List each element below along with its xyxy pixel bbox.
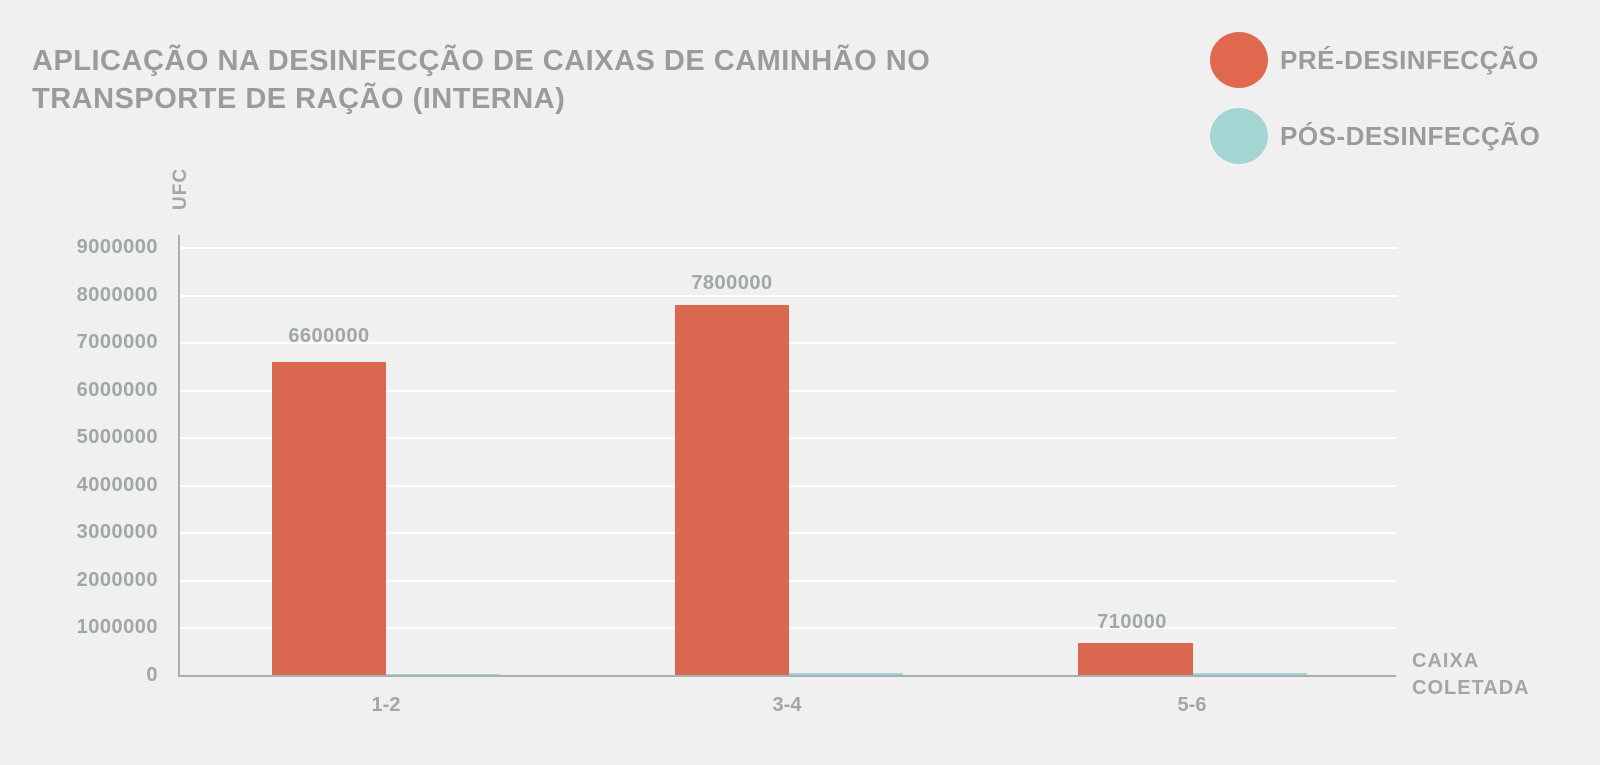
y-tick-label: 8000000 [76, 284, 158, 306]
chart-title: APLICAÇÃO NA DESINFECÇÃO DE CAIXAS DE CA… [32, 42, 1092, 118]
y-tick-label: 9000000 [76, 236, 158, 258]
bar-value-label: 6600000 [288, 325, 370, 347]
chart-title-line-2: TRANSPORTE DE RAÇÃO (INTERNA) [32, 83, 566, 115]
y-tick-label: 0 [146, 664, 158, 686]
y-axis-line [178, 235, 180, 676]
x-axis-line [178, 675, 1396, 677]
y-tick-label: 6000000 [76, 379, 158, 401]
x-tick-label: 1-2 [371, 694, 401, 716]
gridline [178, 295, 1396, 297]
bar-post-5-6 [1193, 673, 1307, 675]
chart-title-line-1: APLICAÇÃO NA DESINFECÇÃO DE CAIXAS DE CA… [32, 45, 931, 77]
x-tick-label: 5-6 [1177, 694, 1207, 716]
legend-swatch-post-icon [1210, 108, 1268, 164]
legend-swatch-pre-icon [1210, 32, 1268, 88]
y-tick-label: 7000000 [76, 331, 158, 353]
bar-pre-5-6 [1078, 643, 1193, 675]
bar-value-label: 7800000 [691, 272, 773, 294]
bar-pre-3-4 [675, 305, 789, 675]
y-tick-label: 4000000 [76, 474, 158, 496]
x-axis-title-line-1: CAIXA [1412, 650, 1480, 672]
x-axis-title: CAIXA COLETADA [1412, 648, 1530, 702]
y-tick-label: 3000000 [76, 521, 158, 543]
bar-pre-1-2 [272, 362, 386, 675]
y-tick-label: 5000000 [76, 426, 158, 448]
legend-label-pre: PRÉ-DESINFECÇÃO [1280, 44, 1539, 75]
legend-item-pre: PRÉ-DESINFECÇÃO [1210, 32, 1539, 88]
legend-item-post: PÓS-DESINFECÇÃO [1210, 108, 1540, 164]
bar-post-3-4 [789, 673, 903, 675]
bar-post-1-2 [386, 674, 500, 675]
x-axis-title-line-2: COLETADA [1412, 677, 1530, 699]
legend-label-post: PÓS-DESINFECÇÃO [1280, 120, 1541, 151]
bar-value-label: 710000 [1097, 611, 1167, 633]
gridline [178, 247, 1396, 249]
y-tick-label: 2000000 [76, 569, 158, 591]
y-tick-label: 1000000 [76, 616, 158, 638]
x-tick-label: 3-4 [772, 694, 802, 716]
